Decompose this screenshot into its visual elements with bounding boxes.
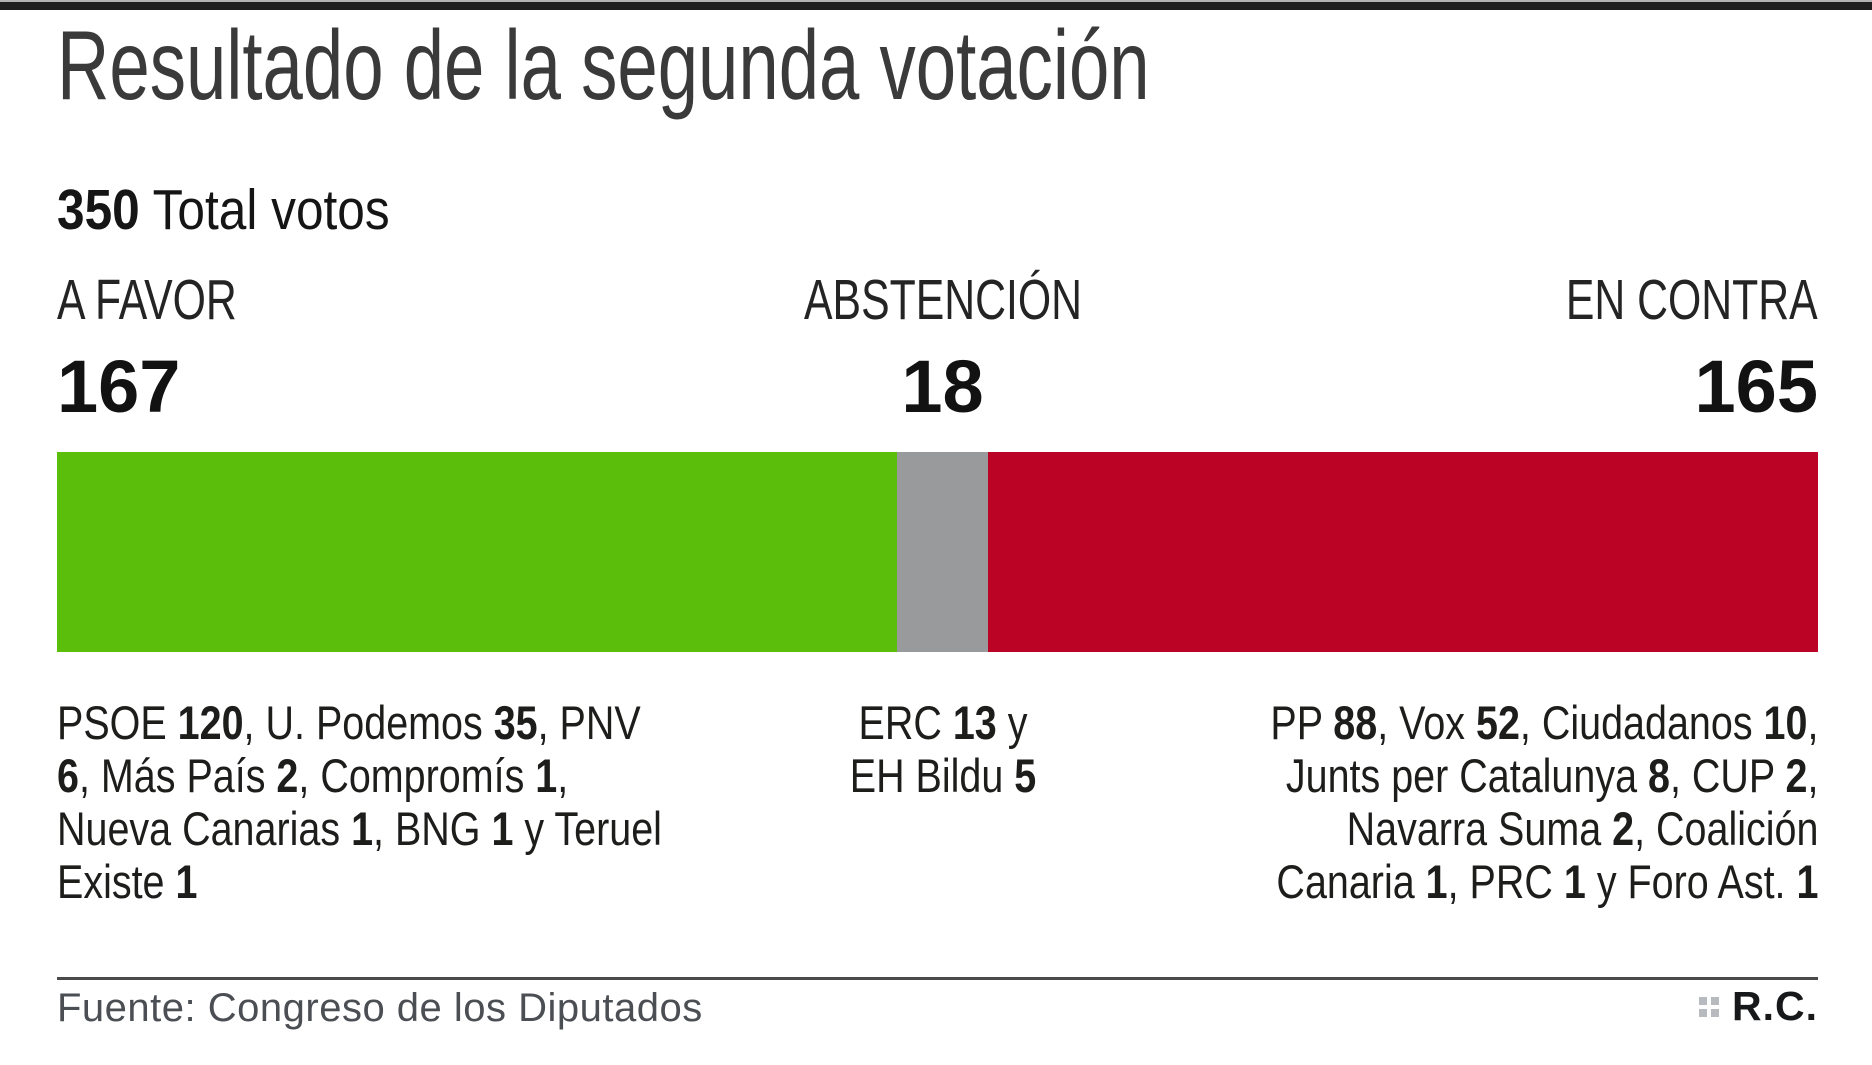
chart-title-text: Resultado de la segunda votación [57,10,1150,120]
total-votes: 350 Total votos [57,182,439,239]
value-favor: 167 [57,345,181,428]
breakdown-line: Navarra Suma 2, Coalición [1346,802,1818,855]
total-votes-value: 350 [57,178,140,242]
top-border-light [0,0,1872,2]
footer-divider [57,977,1818,980]
four-squares-grid-icon [1699,996,1719,1017]
bar-segment-favor [57,452,898,652]
value-contra: 165 [1694,345,1818,428]
category-label-contra: EN CONTRA [1566,268,1818,332]
breakdown-line: Existe 1 [57,855,198,908]
top-border-dark [0,2,1872,10]
stacked-bar [57,452,1818,652]
content-area: Resultado de la segunda votación 350 Tot… [57,0,1818,1065]
source-attribution: Fuente: Congreso de los Diputados [57,986,703,1030]
breakdown-line: Canaria 1, PRC 1 y Foro Ast. 1 [1275,855,1818,908]
total-votes-label: Total votos [139,178,390,242]
breakdown-line: 6, Más País 2, Compromís 1, [57,749,569,802]
chart-title: Resultado de la segunda votación [57,16,1534,114]
bar-segment-abstencion [897,452,988,652]
breakdown-line: ERC 13 y [858,696,1028,749]
value-abstencion: 18 [901,345,984,428]
category-label-abstencion: ABSTENCIÓN [803,268,1082,332]
credit: R.C. [1699,986,1818,1027]
credit-logo-text: R.C. [1732,983,1818,1029]
bar-segment-contra [987,452,1818,652]
breakdown-line: PSOE 120, U. Podemos 35, PNV [57,696,641,749]
breakdown-line: PP 88, Vox 52, Ciudadanos 10, [1269,696,1818,749]
category-label-favor: A FAVOR [57,268,237,332]
breakdown-line: EH Bildu 5 [849,749,1036,802]
breakdown-abstencion: ERC 13 y EH Bildu 5 [832,696,1054,802]
breakdown-contra: PP 88, Vox 52, Ciudadanos 10, Junts per C… [1270,696,1818,908]
breakdown-favor: PSOE 120, U. Podemos 35, PNV 6, Más País … [57,696,662,908]
breakdown-line: Junts per Catalunya 8, CUP 2, [1285,749,1818,802]
breakdown-line: Nueva Canarias 1, BNG 1 y Teruel [57,802,662,855]
